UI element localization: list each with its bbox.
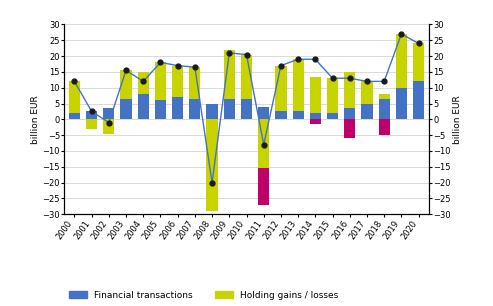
Bar (172, 97, 183, 119)
Bar (310, 119, 321, 124)
Bar (275, 111, 286, 119)
Bar (413, 81, 424, 119)
Bar (224, 99, 235, 119)
Bar (258, 119, 269, 168)
Bar (344, 72, 355, 108)
Bar (103, 119, 114, 133)
Bar (361, 103, 373, 119)
Bar (207, 119, 218, 211)
Bar (69, 81, 80, 113)
Bar (258, 168, 269, 205)
Bar (361, 81, 373, 103)
Bar (120, 99, 132, 119)
Bar (241, 99, 252, 119)
Bar (120, 70, 132, 99)
Bar (292, 59, 304, 111)
Bar (379, 94, 390, 99)
Bar (155, 62, 166, 100)
Bar (258, 107, 269, 119)
Bar (310, 77, 321, 113)
Bar (327, 113, 338, 119)
Bar (86, 119, 97, 129)
Bar (103, 108, 114, 119)
Bar (86, 111, 97, 119)
Bar (224, 50, 235, 99)
Bar (327, 78, 338, 113)
Bar (155, 100, 166, 119)
Bar (172, 65, 183, 97)
Bar (310, 113, 321, 119)
Bar (241, 54, 252, 99)
Bar (138, 94, 149, 119)
Bar (138, 72, 149, 94)
Bar (292, 111, 304, 119)
Bar (189, 99, 201, 119)
Bar (69, 113, 80, 119)
Bar (275, 65, 286, 111)
Bar (189, 67, 201, 99)
Bar (207, 103, 218, 119)
Bar (379, 119, 390, 135)
Bar (379, 99, 390, 119)
Y-axis label: billion EUR: billion EUR (454, 95, 462, 144)
Bar (396, 34, 407, 88)
Bar (413, 43, 424, 81)
Bar (396, 88, 407, 119)
Bar (344, 119, 355, 138)
Bar (344, 108, 355, 119)
Y-axis label: billion EUR: billion EUR (31, 95, 39, 144)
